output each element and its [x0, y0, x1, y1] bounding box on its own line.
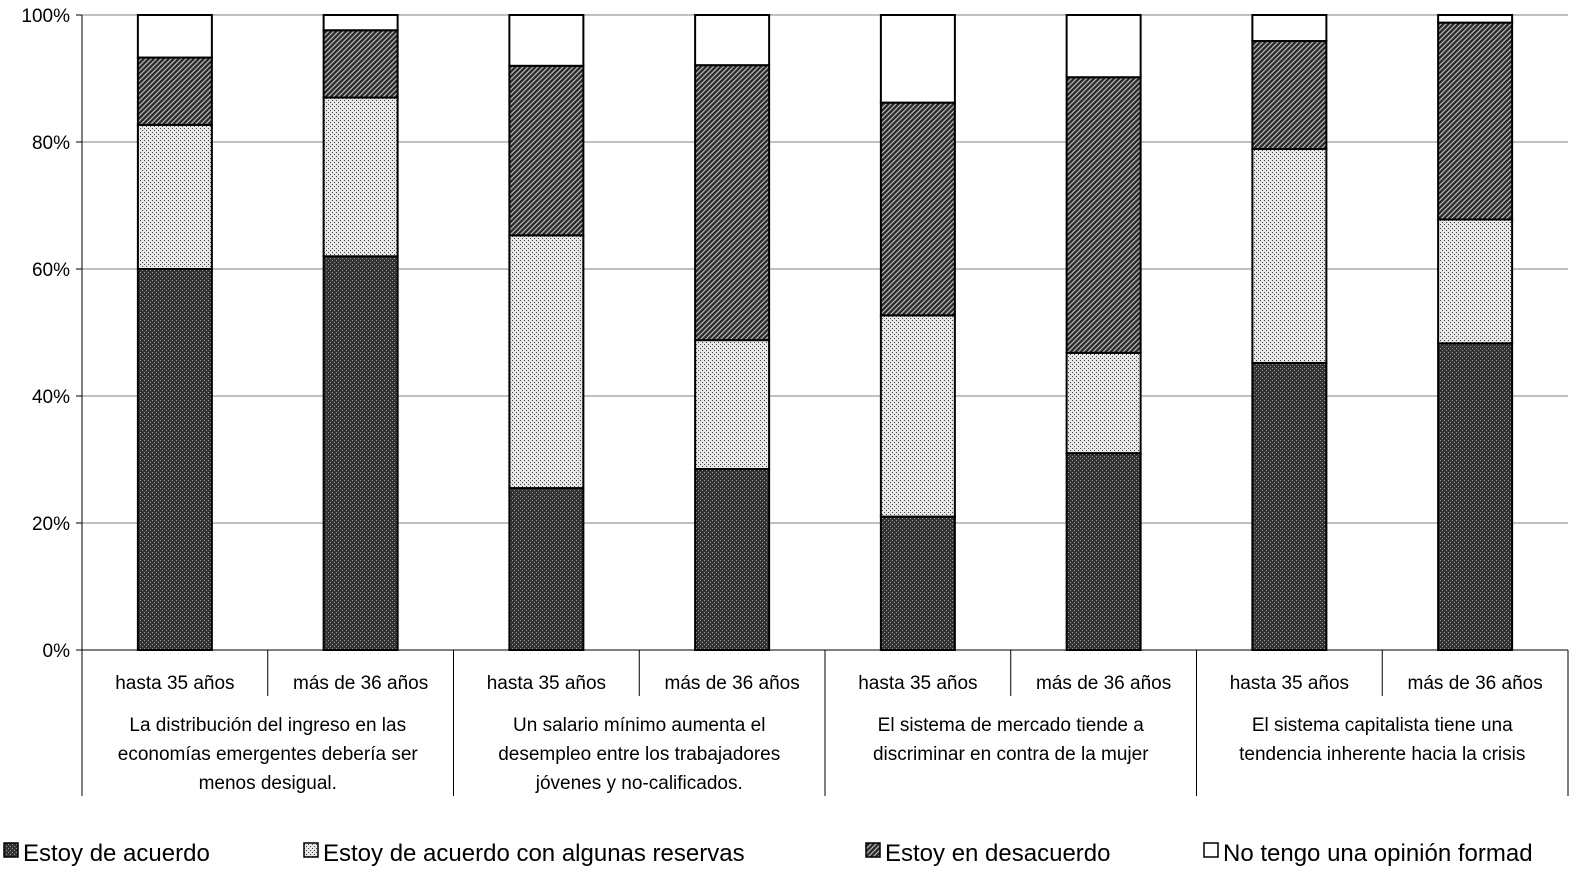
bar-segment-series-3 [1065, 14, 1142, 79]
y-tick-label: 60% [32, 260, 70, 281]
legend-label: No tengo una opinión formad [1223, 840, 1533, 867]
bar-segment-series-3 [322, 14, 399, 32]
category-label: hasta 35 años [487, 673, 606, 694]
legend-swatch [865, 842, 881, 858]
y-tick-label: 100% [21, 6, 70, 27]
bar-segment-series-1 [1065, 351, 1142, 455]
bar-segment-series-2 [694, 64, 771, 342]
category-label: hasta 35 años [115, 673, 234, 694]
category-label: más de 36 años [1036, 673, 1171, 694]
bar-segment-series-2 [508, 64, 585, 237]
bar-segment-series-0 [322, 255, 399, 651]
group-label: tendencia inherente hacia la crisis [1239, 744, 1525, 765]
bar-segment-series-2 [322, 29, 399, 99]
bar-segment-series-3 [694, 14, 771, 67]
legend-label: Estoy de acuerdo [23, 840, 210, 867]
bar-segment-series-3 [136, 14, 213, 59]
bar-segment-series-0 [1251, 361, 1328, 651]
bar-segment-series-3 [1251, 14, 1328, 43]
group-label: menos desigual. [199, 773, 337, 794]
bar-segment-series-3 [508, 14, 585, 67]
y-tick-label: 40% [32, 387, 70, 408]
bar-segment-series-1 [508, 234, 585, 490]
bar-segment-series-0 [1065, 452, 1142, 651]
bar-segment-series-0 [1437, 342, 1514, 651]
category-label: más de 36 años [665, 673, 800, 694]
y-tick-label: 80% [32, 133, 70, 154]
bar-segment-series-0 [694, 468, 771, 651]
group-label: economías emergentes debería ser [118, 744, 419, 765]
bar-segment-series-3 [1437, 14, 1514, 24]
legend-label: Estoy en desacuerdo [885, 840, 1110, 867]
bar-segment-series-2 [136, 56, 213, 126]
group-label: El sistema de mercado tiende a [878, 715, 1145, 736]
grid-layer [82, 14, 1568, 524]
category-label: hasta 35 años [1230, 673, 1349, 694]
bar-segment-series-2 [1251, 40, 1328, 150]
legend-swatch [3, 842, 19, 858]
bars-layer [136, 14, 1514, 652]
bar-segment-series-0 [136, 268, 213, 651]
bar-segment-series-2 [879, 101, 956, 317]
category-label: hasta 35 años [858, 673, 977, 694]
bar-segment-series-1 [694, 339, 771, 471]
y-tick-label: 0% [43, 641, 71, 662]
legend: Estoy de acuerdo Estoy de acuerdo con alg… [3, 840, 1533, 867]
group-label: desempleo entre los trabajadores [498, 744, 780, 765]
category-label: más de 36 años [1408, 673, 1543, 694]
legend-swatch [303, 842, 319, 858]
group-label: Un salario mínimo aumenta el [513, 715, 765, 736]
bar-segment-series-0 [879, 515, 956, 652]
bar-segment-series-1 [136, 123, 213, 271]
legend-label: Estoy de acuerdo con algunas reservas [323, 840, 745, 867]
group-label: jóvenes y no-calificados. [535, 773, 743, 794]
bar-segment-series-1 [1251, 147, 1328, 364]
bar-segment-series-1 [322, 96, 399, 258]
legend-swatch [1203, 842, 1219, 858]
bar-segment-series-1 [879, 314, 956, 518]
group-label: La distribución del ingreso en las [129, 715, 406, 736]
bar-segment-series-2 [1065, 76, 1142, 354]
axis-layer: 0% 20% 40% 60% 80% 100% hasta 35 años más de 36… [21, 6, 1569, 796]
bar-segment-series-3 [879, 14, 956, 104]
category-label: más de 36 años [293, 673, 428, 694]
bar-segment-series-2 [1437, 21, 1514, 221]
bar-segment-series-0 [508, 487, 585, 652]
y-tick-label: 20% [32, 514, 70, 535]
bar-segment-series-1 [1437, 218, 1514, 345]
group-label: El sistema capitalista tiene una [1252, 715, 1513, 736]
group-label: discriminar en contra de la mujer [873, 744, 1149, 765]
